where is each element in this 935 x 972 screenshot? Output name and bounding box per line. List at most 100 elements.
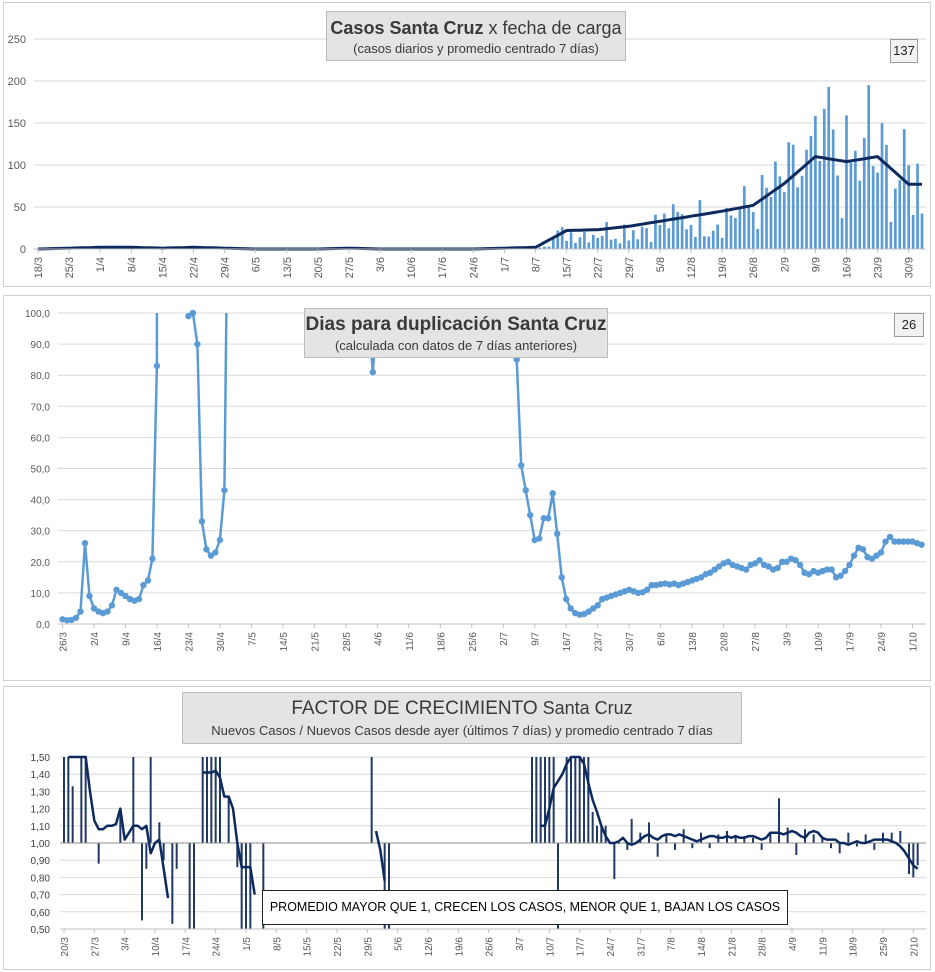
x-tick-label: 5/8: [655, 257, 667, 272]
daily-growth-factor-bar: [388, 843, 390, 929]
daily-growth-factor-bar: [847, 832, 850, 843]
doubling-time-point: [868, 555, 876, 562]
y-tick-label: 20,0: [31, 558, 51, 569]
daily-case-bar: [614, 238, 617, 249]
daily-case-bar: [605, 222, 608, 249]
daily-growth-factor-bar: [708, 843, 711, 849]
y-tick-label: 100,0: [25, 309, 50, 320]
doubling-time-point: [774, 564, 781, 572]
daily-growth-factor-bar: [882, 832, 884, 843]
doubling-time-point: [554, 530, 561, 538]
daily-case-bar: [818, 161, 822, 249]
doubling-time-point: [518, 462, 525, 469]
doubling-time-point: [212, 549, 219, 556]
doubling-time-point: [882, 538, 889, 545]
daily-growth-factor-bar: [158, 822, 161, 843]
daily-growth-factor-bar: [795, 843, 798, 856]
daily-case-bar: [885, 144, 888, 249]
daily-case-bar: [791, 144, 795, 249]
doubling-time-point: [558, 574, 565, 581]
daily-case-bar: [729, 215, 733, 249]
daily-growth-factor-bar: [262, 843, 265, 929]
x-tick-label: 24/9: [877, 632, 888, 652]
doubling-time-point: [81, 539, 89, 547]
daily-growth-factor-bar: [535, 757, 538, 843]
daily-growth-factor-bar: [162, 843, 165, 861]
daily-growth-factor-bar: [596, 825, 598, 843]
x-tick-label: 8/5: [272, 937, 283, 951]
x-tick-label: 15/7: [562, 257, 574, 278]
daily-case-bar: [756, 229, 759, 249]
daily-growth-factor-bar: [552, 757, 555, 843]
chart-title-part2: Santa Cruz: [537, 698, 633, 718]
x-tick-label: 10/7: [545, 937, 556, 957]
daily-case-bar: [889, 221, 893, 249]
y-tick-label: 0,90: [31, 856, 51, 867]
daily-case-bar: [600, 235, 604, 249]
x-tick-label: 2/4: [90, 632, 101, 646]
doubling-time-point: [891, 538, 898, 545]
daily-growth-factor-bar: [821, 837, 824, 843]
daily-growth-factor-bar: [249, 843, 252, 929]
daily-growth-factor-bar: [700, 832, 702, 843]
doubling-time-point: [756, 557, 763, 564]
daily-growth-factor-bar: [84, 757, 87, 843]
doubling-time-point: [207, 552, 215, 559]
y-tick-label: 0,80: [31, 873, 51, 884]
x-tick-label: 2/10: [909, 937, 920, 957]
x-tick-label: 1/5: [242, 937, 253, 951]
doubling-time-chart: 0,0 10,0 20,0 30,0 40,0 50,0 60,0 70,0 80,0 90,0 1…: [25, 309, 926, 652]
daily-case-bar: [760, 174, 764, 249]
daily-growth-factor-bar: [656, 843, 659, 857]
x-tick-label: 15/4: [157, 257, 169, 278]
daily-growth-factor-bar: [219, 757, 221, 843]
daily-case-bar: [854, 150, 857, 249]
x-tick-label: 3/7: [515, 937, 526, 951]
x-tick-label: 26/6: [485, 937, 496, 957]
daily-case-bar: [827, 86, 831, 249]
daily-case-bar: [569, 232, 573, 249]
y-tick-label: 250: [8, 34, 26, 46]
x-tick-label: 5/6: [394, 937, 405, 951]
daily-case-bar: [578, 237, 582, 249]
daily-case-bar: [876, 172, 879, 249]
y-tick-label: 100: [8, 160, 26, 172]
daily-case-bar: [800, 175, 804, 249]
daily-growth-factor-bar: [245, 843, 247, 929]
daily-case-bar: [840, 218, 844, 249]
y-tick-label: 60,0: [31, 433, 51, 444]
growth-factor-chart-panel: 0,50 0,60 0,70 0,80 0,90 1,00 1,10 1,20 1,30 1,40…: [3, 686, 931, 970]
daily-case-bar: [778, 176, 782, 249]
daily-growth-factor-bar: [760, 843, 763, 850]
chart-subtitle: Nuevos Casos / Nuevos Casos desde ayer (…: [211, 723, 713, 738]
doubling-time-point: [648, 581, 655, 589]
x-tick-label: 18/9: [849, 937, 860, 957]
chart-title: Dias para duplicación Santa Cruz: [305, 314, 607, 335]
doubling-time-point: [823, 566, 831, 573]
y-tick-label: 150: [8, 118, 26, 130]
daily-case-bar: [538, 247, 542, 249]
daily-growth-factor-bar: [578, 757, 581, 843]
daily-case-bar: [742, 186, 746, 249]
daily-growth-factor-bar: [648, 822, 650, 843]
x-tick-label: 21/5: [310, 632, 321, 652]
daily-case-bar: [894, 188, 897, 249]
daily-case-bar: [645, 228, 648, 249]
x-tick-label: 27/8: [751, 632, 762, 652]
daily-growth-factor-bar: [591, 812, 594, 843]
x-tick-label: 7/5: [247, 632, 258, 646]
daily-growth-factor-bar: [912, 843, 915, 878]
seven-day-average-factor-line: [540, 755, 919, 870]
x-tick-label: 15/5: [303, 937, 314, 957]
daily-growth-factor-bar: [600, 825, 603, 843]
daily-case-bar: [663, 213, 666, 249]
daily-growth-factor-bar: [899, 830, 902, 843]
doubling-time-point: [113, 586, 120, 593]
daily-case-bar: [698, 200, 702, 249]
daily-growth-factor-bar: [873, 843, 876, 850]
x-tick-label: 24/6: [468, 257, 480, 278]
x-tick-label: 1/4: [95, 257, 107, 272]
daily-growth-factor-bar: [63, 757, 65, 843]
doubling-time-point: [72, 614, 80, 621]
daily-growth-factor-bar: [149, 757, 152, 843]
